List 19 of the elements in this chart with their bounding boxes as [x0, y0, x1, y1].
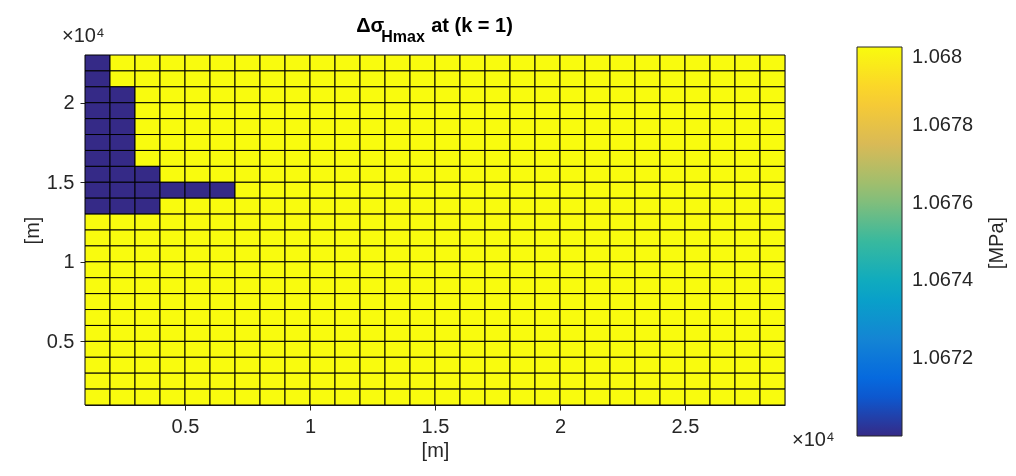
color-bar-label: 1.0672: [912, 346, 974, 369]
x-tick-label: 0.5: [171, 414, 200, 437]
x-tick-label: 1.5: [421, 414, 450, 437]
y-tick-label: 0.5: [46, 329, 75, 352]
y-tick-label: 1: [63, 250, 75, 273]
x-tick-label: 2.5: [671, 414, 700, 437]
x-tick-label: 2: [554, 414, 567, 437]
text: ×10⁴: [792, 428, 835, 450]
color-bar-label: 1.0676: [912, 190, 974, 213]
text: ×10⁴: [62, 24, 105, 46]
x-tick-label: 1: [304, 414, 317, 437]
color-bar-label: 1.0678: [912, 112, 974, 135]
y-axis-title: [m]: [20, 216, 43, 245]
color-bar-title: [MPa]: [985, 216, 1007, 270]
y-tick-label: 2: [63, 91, 75, 114]
x-axis-title: [m]: [421, 438, 450, 461]
color-bar-label: 1.068: [912, 45, 963, 67]
color-bar-label: 1.0674: [912, 268, 974, 291]
y-tick-label: 1.5: [46, 170, 75, 193]
